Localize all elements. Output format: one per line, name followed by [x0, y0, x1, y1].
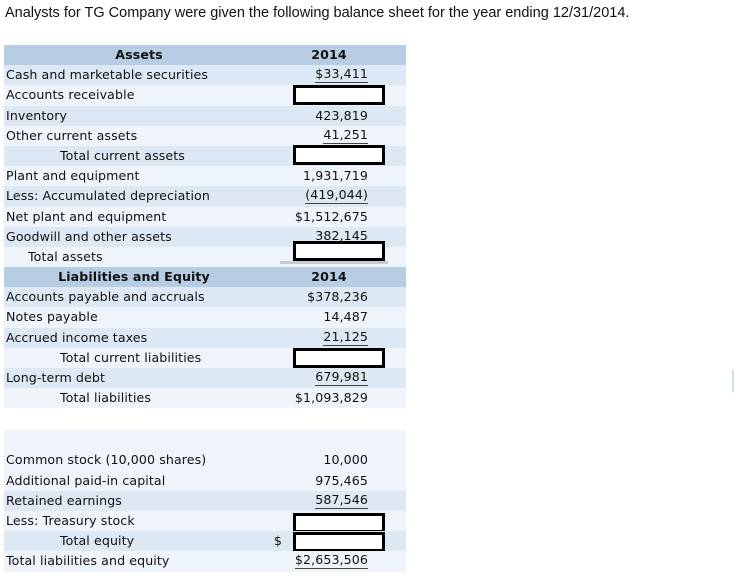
equity-value: 975,465: [315, 472, 368, 488]
assets-header-year: 2014: [311, 47, 347, 62]
asset-row-receivables: Accounts receivable: [4, 85, 406, 106]
asset-value: $1,512,675: [294, 208, 368, 224]
intro-text: Analysts for TG Company were given the f…: [5, 5, 630, 21]
liab-label: Total current liabilities: [60, 349, 202, 365]
equity-row-total-liab-equity: Total liabilities and equity $2,653,506: [4, 551, 406, 572]
liab-row-accrued-taxes: Accrued income taxes 21,125: [4, 327, 406, 348]
asset-row-total-current: Total current assets: [4, 144, 406, 167]
equity-row-apic: Additional paid-in capital 975,465: [4, 470, 406, 491]
liab-label: Accounts payable and accruals: [6, 289, 205, 305]
underline: [280, 260, 388, 264]
equity-row-common-stock: Common stock (10,000 shares) 10,000: [4, 450, 406, 471]
equity-label: Less: Treasury stock: [6, 512, 135, 528]
asset-label: Plant and equipment: [6, 168, 140, 184]
liab-header-year: 2014: [311, 269, 347, 285]
redacted-box: [293, 144, 385, 165]
asset-label: Total current assets: [60, 147, 185, 163]
equity-value: $: [273, 533, 282, 549]
redacted-box: [293, 532, 385, 553]
redacted-box: [293, 347, 385, 368]
asset-label: Inventory: [6, 107, 68, 123]
assets-header-label: Assets: [115, 47, 163, 62]
asset-label: Less: Accumulated depreciation: [6, 188, 210, 204]
asset-row-inventory: Inventory 423,819: [4, 105, 406, 126]
liab-label: Notes payable: [6, 309, 98, 325]
redacted-box: [293, 85, 385, 106]
asset-row-goodwill: Goodwill and other assets 382,145: [4, 226, 406, 247]
equity-row-total-equity: Total equity $: [4, 531, 406, 553]
asset-label: Cash and marketable securities: [6, 67, 209, 83]
liab-value: $1,093,829: [294, 390, 368, 406]
equity-label: Additional paid-in capital: [6, 472, 166, 488]
redacted-box: [293, 512, 385, 533]
equity-value: 587,546: [315, 491, 368, 509]
asset-value: 1,931,719: [303, 168, 368, 184]
liab-value: 679,981: [315, 369, 368, 386]
liab-value: $378,236: [307, 289, 368, 305]
liab-label: Long-term debt: [6, 370, 106, 385]
asset-label: Total assets: [28, 248, 103, 264]
asset-row-depreciation: Less: Accumulated depreciation (419,044): [4, 186, 406, 207]
equity-row-retained: Retained earnings 587,546: [4, 490, 406, 511]
asset-row-other-current: Other current assets 41,251: [4, 125, 406, 146]
asset-row-net-plant: Net plant and equipment $1,512,675: [4, 206, 406, 227]
liab-row-payables: Accounts payable and accruals $378,236: [4, 287, 406, 308]
asset-value: 41,251: [323, 126, 368, 144]
asset-row-cash: Cash and marketable securities $33,411: [4, 65, 406, 86]
edge-marker: [732, 370, 734, 392]
liab-value: 21,125: [323, 328, 368, 346]
liab-header-row: Liabilities and Equity 2014: [4, 267, 406, 288]
liab-header-label: Liabilities and Equity: [58, 269, 210, 285]
equity-row-treasury: Less: Treasury stock: [4, 510, 406, 533]
asset-row-plant: Plant and equipment 1,931,719: [4, 166, 406, 187]
asset-label: Other current assets: [6, 127, 138, 143]
equity-label: Total equity: [60, 533, 135, 549]
liab-row-long-term-debt: Long-term debt 679,981: [4, 368, 406, 389]
liab-label: Accrued income taxes: [6, 329, 148, 345]
asset-value: $33,411: [315, 66, 368, 84]
balance-sheet-table: Assets 2014 Cash and marketable securiti…: [4, 45, 406, 572]
asset-value: (419,044): [305, 187, 368, 205]
equity-value: 10,000: [323, 452, 368, 468]
redacted-box: [293, 240, 385, 261]
liab-row-notes: Notes payable 14,487: [4, 307, 406, 328]
asset-row-total-assets: Total assets: [4, 240, 406, 268]
spacer-row: [4, 408, 406, 431]
equity-value: $2,653,506: [294, 552, 368, 570]
liab-value: 14,487: [323, 309, 368, 325]
asset-label: Goodwill and other assets: [6, 228, 172, 244]
assets-header-row: Assets 2014: [4, 45, 406, 66]
asset-value: 423,819: [315, 107, 368, 123]
equity-label: Retained earnings: [6, 492, 122, 508]
equity-label: Common stock (10,000 shares): [6, 452, 207, 468]
liab-row-total-liabilities: Total liabilities $1,093,829: [4, 388, 406, 409]
asset-label: Accounts receivable: [6, 87, 135, 103]
spacer-row: [4, 430, 406, 451]
asset-label: Net plant and equipment: [6, 208, 167, 224]
equity-label: Total liabilities and equity: [6, 553, 170, 569]
liab-row-total-current: Total current liabilities: [4, 347, 406, 368]
liab-label: Total liabilities: [60, 390, 152, 406]
